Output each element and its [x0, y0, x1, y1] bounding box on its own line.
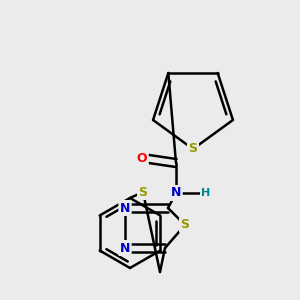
Text: H: H	[201, 188, 211, 198]
Text: N: N	[171, 187, 181, 200]
Text: O: O	[137, 152, 147, 164]
Text: N: N	[120, 202, 130, 214]
Text: S: S	[181, 218, 190, 232]
Text: S: S	[188, 142, 197, 155]
Text: S: S	[139, 185, 148, 199]
Text: N: N	[120, 242, 130, 254]
